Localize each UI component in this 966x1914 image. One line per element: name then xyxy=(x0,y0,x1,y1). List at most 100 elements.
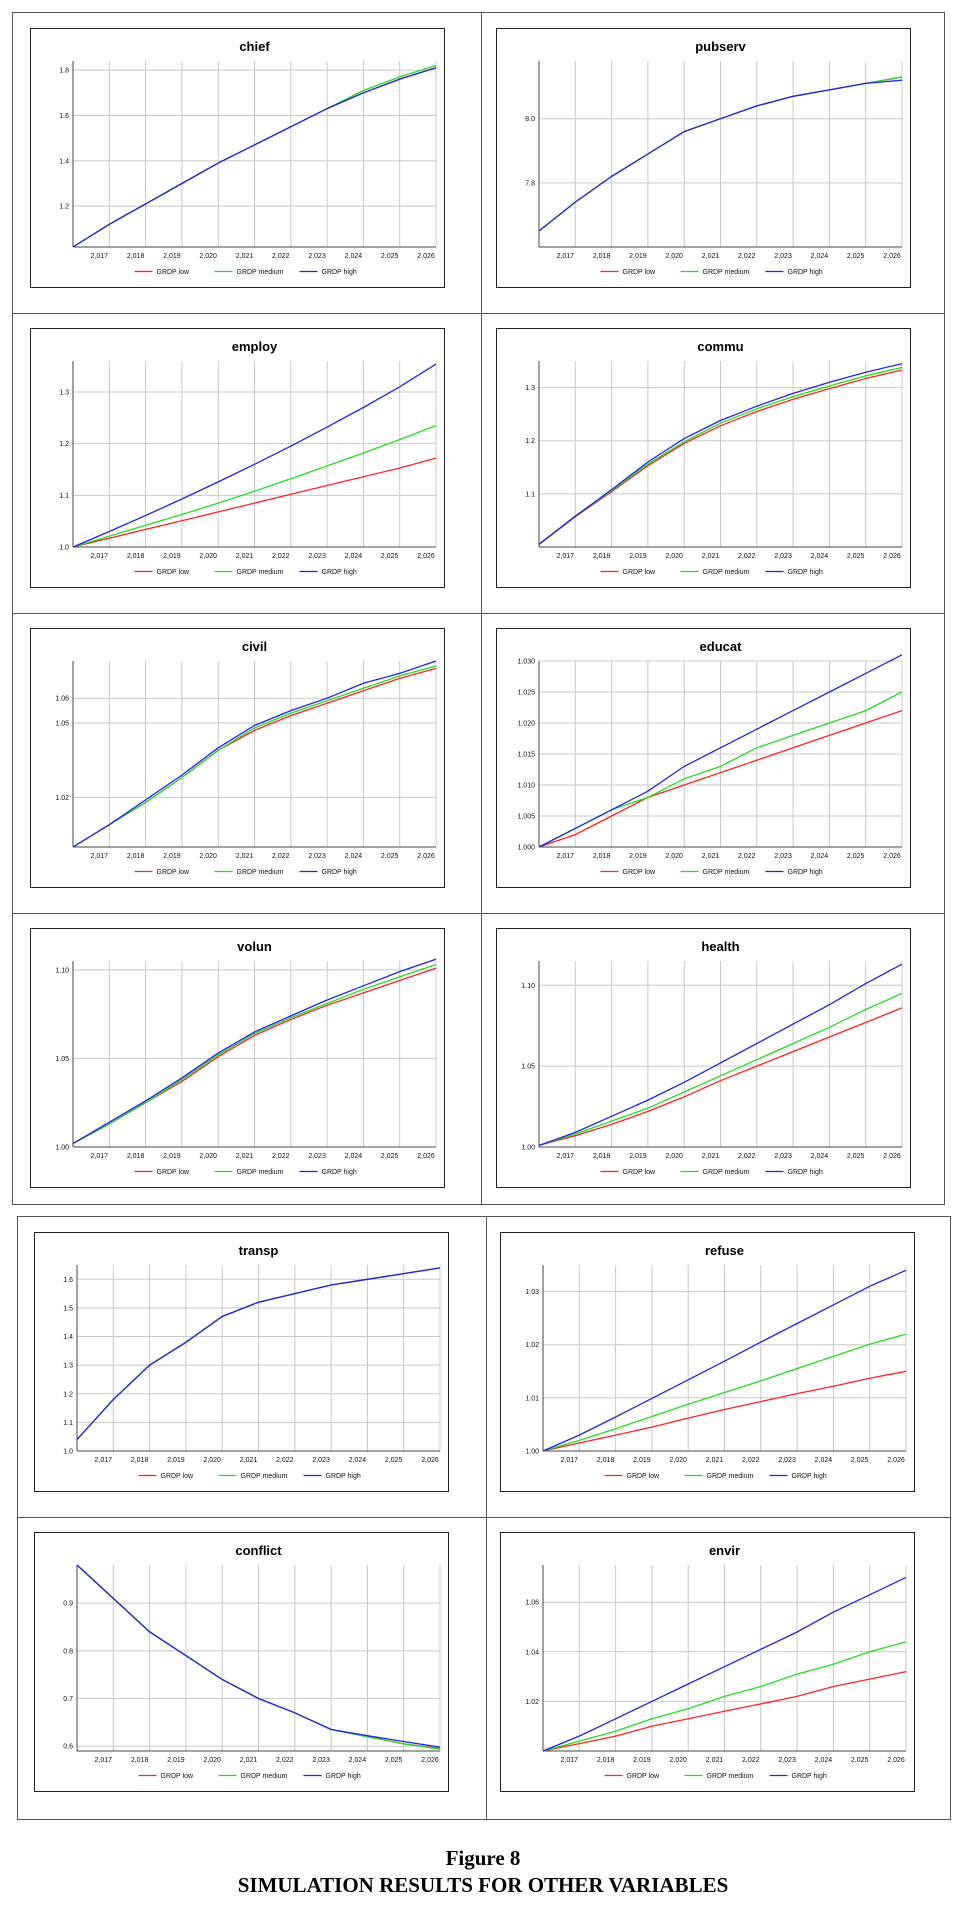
y-tick-label: 1.1 xyxy=(63,1420,73,1427)
x-tick-label: 2,021 xyxy=(702,253,720,260)
x-tick-label: 2,017 xyxy=(561,1457,579,1464)
legend-label: GRDP high xyxy=(788,269,823,276)
series-line-high xyxy=(542,1269,907,1452)
y-tick-label: 1.6 xyxy=(59,113,69,120)
x-tick-label: 2,026 xyxy=(417,1153,435,1160)
legend-label: GRDP high xyxy=(326,1773,361,1780)
x-tick-label: 2,017 xyxy=(91,553,109,560)
y-tick-label: 1.05 xyxy=(521,1064,535,1071)
x-tick-label: 2,022 xyxy=(276,1757,294,1764)
figure-label: Figure 8 xyxy=(445,1846,521,1870)
y-tick-label: 1.10 xyxy=(55,967,69,974)
y-tick-label: 1.05 xyxy=(55,721,69,728)
table-divider-row-2 xyxy=(13,613,944,614)
x-tick-label: 2,019 xyxy=(629,253,647,260)
x-tick-label: 2,021 xyxy=(706,1457,724,1464)
x-tick-label: 2,023 xyxy=(312,1757,330,1764)
x-tick-label: 2,025 xyxy=(381,1153,399,1160)
x-tick-label: 2,024 xyxy=(811,553,829,560)
chart-svg-conflict: conflict 0.6 0.7 0.8 0.9 2,017 2,018 2,019 2,020… xyxy=(63,1543,441,1780)
legend-label: GRDP medium xyxy=(703,869,750,876)
chart-panel-envir: envir 1.02 1.04 1.06 2,017 2,018 2,019 2,020 2,0… xyxy=(500,1532,915,1792)
x-tick-label: 2,025 xyxy=(385,1457,403,1464)
x-tick-label: 2,018 xyxy=(127,553,145,560)
chart-svg-transp: transp 1.0 1.1 1.2 1.3 1.4 1.5 1.6 2,017 2,018 2,0… xyxy=(63,1243,441,1480)
x-tick-label: 2,024 xyxy=(345,253,363,260)
x-tick-label: 2,023 xyxy=(778,1757,796,1764)
x-tick-label: 2,026 xyxy=(417,553,435,560)
legend-label: GRDP medium xyxy=(703,569,750,576)
x-tick-label: 2,024 xyxy=(345,853,363,860)
series-line-low xyxy=(538,709,903,848)
y-tick-label: 1.00 xyxy=(525,1449,539,1456)
x-tick-label: 2,021 xyxy=(236,1153,254,1160)
y-tick-label: 1.3 xyxy=(63,1363,73,1370)
y-tick-label: 1.01 xyxy=(525,1395,539,1402)
x-tick-label: 2,022 xyxy=(742,1457,760,1464)
x-tick-label: 2,026 xyxy=(883,553,901,560)
legend-label: GRDP medium xyxy=(707,1773,754,1780)
x-tick-label: 2,019 xyxy=(163,253,181,260)
x-tick-label: 2,021 xyxy=(702,1153,720,1160)
x-tick-label: 2,017 xyxy=(561,1757,579,1764)
x-tick-label: 2,024 xyxy=(811,853,829,860)
series-line-medium xyxy=(542,1641,907,1752)
chart-svg-civil: civil 1.02 1.05 1.06 2,017 2,018 2,019 2,020 2,0… xyxy=(55,639,437,876)
x-tick-label: 2,026 xyxy=(883,853,901,860)
x-tick-label: 2,019 xyxy=(633,1757,651,1764)
x-tick-label: 2,019 xyxy=(167,1757,185,1764)
figure-table-bottom xyxy=(17,1216,951,1820)
x-tick-label: 2,022 xyxy=(738,853,756,860)
x-tick-label: 2,021 xyxy=(240,1757,258,1764)
legend-label: GRDP high xyxy=(322,869,357,876)
x-tick-label: 2,024 xyxy=(815,1757,833,1764)
x-tick-label: 2,022 xyxy=(742,1757,760,1764)
legend-label: GRDP low xyxy=(623,569,656,576)
x-tick-label: 2,017 xyxy=(557,553,575,560)
chart-title: commu xyxy=(697,339,743,354)
x-tick-label: 2,020 xyxy=(669,1457,687,1464)
x-tick-label: 2,022 xyxy=(276,1457,294,1464)
x-tick-label: 2,024 xyxy=(815,1457,833,1464)
y-tick-label: 1.2 xyxy=(63,1391,73,1398)
legend-label: GRDP medium xyxy=(241,1773,288,1780)
x-tick-label: 2,024 xyxy=(811,1153,829,1160)
chart-title: refuse xyxy=(705,1243,744,1258)
y-tick-label: 1.020 xyxy=(517,721,535,728)
y-tick-label: 1.025 xyxy=(517,690,535,697)
x-tick-label: 2,021 xyxy=(236,553,254,560)
y-tick-label: 1.030 xyxy=(517,659,535,666)
x-tick-label: 2,022 xyxy=(272,553,290,560)
legend-label: GRDP medium xyxy=(703,269,750,276)
y-tick-label: 1.06 xyxy=(55,696,69,703)
chart-panel-educat: educat 1.000 1.005 1.010 1.015 1.020 1.025 1.03… xyxy=(496,628,911,888)
chart-svg-employ: employ 1.0 1.1 1.2 1.3 2,017 2,018 2,019 2,020 2,… xyxy=(59,339,437,576)
x-tick-label: 2,026 xyxy=(417,253,435,260)
x-tick-label: 2,020 xyxy=(669,1757,687,1764)
x-tick-label: 2,019 xyxy=(163,853,181,860)
chart-title: envir xyxy=(709,1543,740,1558)
series-line-low xyxy=(538,369,903,545)
y-tick-label: 1.02 xyxy=(525,1699,539,1706)
x-tick-label: 2,022 xyxy=(272,1153,290,1160)
x-tick-label: 2,026 xyxy=(883,1153,901,1160)
legend-label: GRDP high xyxy=(792,1773,827,1780)
legend-label: GRDP low xyxy=(157,269,190,276)
series-line-high xyxy=(72,660,437,848)
legend-label: GRDP high xyxy=(322,569,357,576)
legend-label: GRDP high xyxy=(788,569,823,576)
legend-label: GRDP medium xyxy=(707,1473,754,1480)
legend-label: GRDP high xyxy=(788,869,823,876)
chart-title: civil xyxy=(242,639,267,654)
series-line-medium xyxy=(538,992,903,1147)
table-divider-row-1 xyxy=(13,313,944,314)
y-tick-label: 1.015 xyxy=(517,752,535,759)
chart-svg-educat: educat 1.000 1.005 1.010 1.015 1.020 1.025 1.03… xyxy=(517,639,903,876)
series-line-high xyxy=(76,1564,441,1748)
x-tick-label: 2,017 xyxy=(557,1153,575,1160)
y-tick-label: 1.4 xyxy=(59,158,69,165)
x-tick-label: 2,017 xyxy=(95,1457,113,1464)
legend-label: GRDP low xyxy=(161,1473,194,1480)
x-tick-label: 2,025 xyxy=(381,553,399,560)
x-tick-label: 2,023 xyxy=(774,553,792,560)
